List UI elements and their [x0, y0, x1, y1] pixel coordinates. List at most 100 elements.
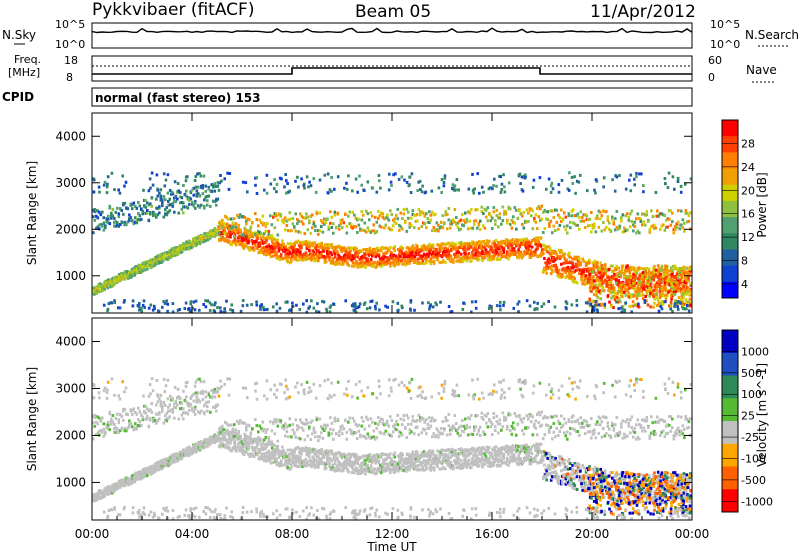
power-cell	[417, 180, 420, 184]
power-cell	[195, 192, 199, 196]
power-cell	[162, 215, 166, 219]
power-cell	[381, 212, 385, 216]
power-cell	[465, 259, 469, 263]
power-cell	[291, 254, 294, 258]
power-cell	[377, 252, 381, 256]
power-cell	[447, 250, 451, 254]
power-cell	[662, 223, 665, 227]
power-cell	[434, 212, 437, 216]
freq-series	[92, 67, 692, 75]
power-cell	[449, 226, 452, 230]
power-cell	[171, 247, 175, 251]
power-cell	[657, 269, 661, 273]
power-cell	[450, 241, 454, 245]
power-cell	[333, 210, 337, 214]
power-cell	[269, 182, 273, 186]
power-cell	[333, 255, 337, 259]
power-cell	[200, 203, 203, 207]
power-cell	[395, 222, 398, 225]
power-cell	[266, 252, 269, 256]
power-cell	[288, 217, 292, 221]
power-cell	[198, 172, 201, 175]
power-cell	[643, 270, 646, 273]
power-cell	[198, 205, 202, 209]
power-cell	[107, 214, 110, 218]
power-cell	[571, 261, 574, 265]
power-cell	[198, 194, 202, 198]
power-cell	[414, 251, 418, 255]
power-cell	[194, 299, 198, 303]
power-cell	[610, 278, 613, 282]
power-cell	[272, 215, 275, 219]
power-cell	[544, 268, 547, 272]
power-cell	[131, 207, 134, 211]
power-cell	[194, 185, 198, 189]
power-cell	[341, 262, 345, 266]
power-cell	[653, 226, 656, 230]
power-cell	[281, 246, 284, 249]
power-cell	[426, 220, 430, 224]
power-cell	[291, 304, 295, 308]
power-cell	[560, 220, 563, 223]
power-cell	[515, 227, 518, 231]
power-cell	[434, 229, 437, 233]
power-cell	[347, 264, 350, 267]
power-cell	[528, 304, 532, 308]
power-cell	[228, 172, 232, 175]
power-cell	[317, 232, 320, 236]
power-cell	[148, 177, 152, 181]
nsearch-label: N.Search	[745, 28, 799, 42]
power-cell	[668, 283, 671, 287]
power-cell	[585, 310, 589, 314]
power-cell	[389, 246, 392, 250]
power-cell	[423, 248, 427, 252]
power-cell	[665, 275, 669, 279]
power-cell	[495, 250, 499, 254]
power-cell	[570, 209, 574, 213]
power-cell	[575, 281, 579, 285]
power-cell	[147, 203, 151, 207]
power-cell	[453, 184, 457, 188]
power-cell	[669, 303, 673, 307]
power-cell	[419, 213, 422, 217]
power-cell	[123, 223, 127, 227]
power-cell	[664, 297, 668, 301]
power-cell	[324, 218, 328, 221]
power-cell	[597, 290, 600, 294]
power-cell	[437, 186, 441, 190]
power-cell	[525, 208, 529, 212]
power-cell	[368, 229, 371, 233]
power-cell	[162, 172, 166, 176]
power-cell	[105, 220, 109, 224]
power-cell	[137, 218, 140, 221]
power-cell	[282, 218, 286, 221]
power-cell	[592, 305, 595, 309]
power-cell	[313, 241, 317, 245]
power-cell	[663, 283, 667, 287]
power-cell	[644, 295, 647, 298]
power-cell	[594, 178, 598, 182]
power-cell	[615, 300, 618, 304]
power-cell	[308, 180, 311, 184]
power-cell	[449, 222, 452, 226]
power-cell	[503, 190, 507, 194]
power-cell	[589, 277, 592, 281]
power-cell	[197, 192, 200, 196]
power-cell	[251, 246, 255, 250]
power-cell	[515, 251, 518, 255]
power-cell	[531, 227, 535, 231]
power-cell	[632, 223, 635, 227]
power-cell	[378, 308, 381, 312]
power-cell	[248, 218, 251, 222]
power-cell	[269, 250, 273, 254]
power-cell	[634, 274, 637, 278]
power-cell	[645, 293, 649, 296]
velocity-cell	[113, 489, 116, 492]
power-cell	[278, 212, 281, 216]
power-cell	[214, 301, 217, 305]
power-cell	[462, 258, 465, 262]
power-cell	[549, 209, 553, 213]
power-cell	[340, 246, 344, 250]
power-cell	[457, 188, 460, 192]
power-cell	[687, 309, 691, 313]
